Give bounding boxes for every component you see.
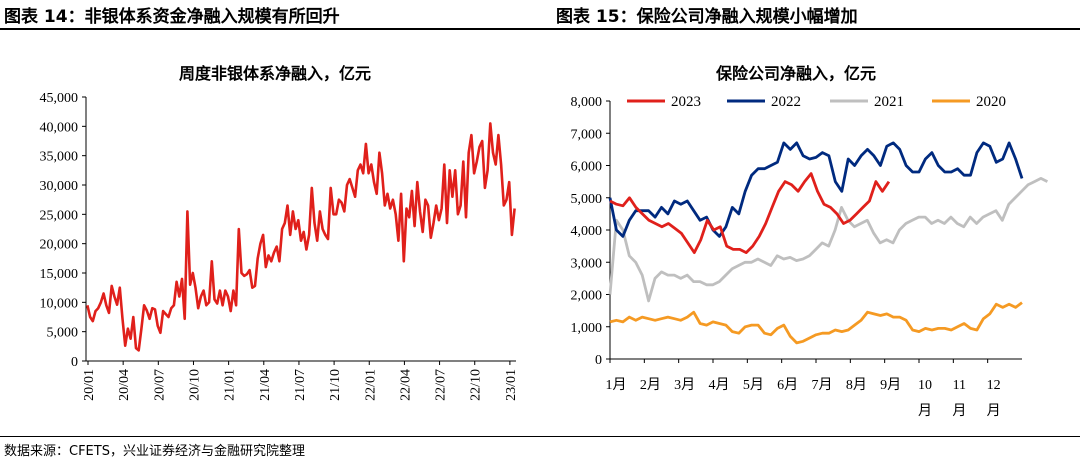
y-tick-label: 35,000 (40, 150, 79, 165)
x-tick-label: 9月 (880, 377, 901, 393)
x-tick-label: 12 (987, 378, 1001, 393)
x-tick-label: 21/01 (223, 369, 238, 401)
y-tick-label: 30,000 (40, 179, 79, 194)
y-tick-label: 45,000 (40, 91, 79, 106)
series-line-2020 (609, 301, 1023, 345)
x-tick-label: 21/07 (293, 369, 308, 401)
legend-label-2020: 2020 (976, 94, 1006, 110)
x-tick-label: 5月 (743, 377, 764, 393)
x-tick-label: 月 (952, 403, 966, 419)
y-tick-label: 5,000 (571, 192, 603, 207)
x-tick-label: 22/10 (469, 369, 484, 401)
x-tick-label: 4月 (709, 377, 730, 393)
x-tick-label: 7月 (812, 377, 833, 393)
insurance-net-financing-chart: 保险公司净融入，亿元 8,000 7,000 6,000 5,000 4,000 3,00… (571, 64, 1049, 419)
x-tick-label: 23/01 (504, 369, 519, 401)
nonbank-chart-title: 周度非银体系净融入，亿元 (179, 64, 371, 83)
series-line-2022 (608, 141, 1024, 238)
y-tick-label: 1,000 (571, 321, 603, 336)
legend-label-2023: 2023 (671, 94, 701, 110)
x-tick-label: 21/04 (258, 369, 273, 401)
x-tick-label: 月 (987, 403, 1001, 419)
top-rule (0, 28, 1080, 30)
source-note: 数据来源：CFETS，兴业证券经济与金融研究院整理 (4, 444, 305, 459)
y-tick-label: 3,000 (571, 256, 603, 271)
y-tick-label: 10,000 (40, 296, 79, 311)
x-tick-label: 22/04 (398, 369, 413, 401)
legend-label-2021: 2021 (874, 94, 904, 110)
x-tick-label: 2月 (640, 377, 661, 393)
y-tick-label: 8,000 (571, 95, 603, 110)
y-tick-label: 15,000 (40, 267, 79, 282)
legend-label-2022: 2022 (771, 94, 801, 110)
y-tick-label: 0 (595, 353, 602, 368)
x-tick-label: 20/07 (152, 369, 167, 401)
x-tick-label: 22/07 (434, 369, 449, 401)
series-line-2021 (608, 176, 1049, 303)
y-tick-label: 20,000 (40, 238, 79, 253)
y-tick-label: 2,000 (571, 289, 603, 304)
nonbank-net-financing-chart: 周度非银体系净融入，亿元 45,000 40,000 35,000 30,000 25,… (40, 64, 519, 401)
y-tick-label: 25,000 (40, 208, 79, 223)
x-tick-label: 10 (918, 378, 932, 393)
figure-15-title: 图表 15：保险公司净融入规模小幅增加 (556, 7, 858, 27)
x-tick-label: 3月 (674, 377, 695, 393)
y-tick-label: 0 (71, 355, 78, 370)
x-tick-label: 11 (953, 378, 966, 393)
x-tick-label: 20/10 (187, 369, 202, 401)
x-tick-label: 22/01 (363, 369, 378, 401)
x-tick-label: 6月 (777, 377, 798, 393)
x-tick-label: 1月 (606, 377, 627, 393)
y-tick-label: 7,000 (571, 127, 603, 142)
x-tick-label: 21/10 (328, 369, 343, 401)
bottom-rule (0, 436, 1080, 437)
y-tick-label: 40,000 (40, 120, 79, 135)
figure-14-title: 图表 14：非银体系资金净融入规模有所回升 (4, 7, 340, 27)
x-tick-label: 20/01 (82, 369, 97, 401)
insurance-chart-title: 保险公司净融入，亿元 (715, 64, 876, 83)
nonbank-net-financing-line (86, 122, 516, 352)
x-tick-label: 月 (918, 403, 932, 419)
y-tick-label: 4,000 (571, 224, 603, 239)
x-tick-label: 20/04 (117, 369, 132, 401)
y-tick-label: 6,000 (571, 160, 603, 175)
series-line-2023 (609, 172, 891, 255)
x-tick-label: 8月 (846, 377, 867, 393)
y-tick-label: 5,000 (47, 326, 79, 341)
